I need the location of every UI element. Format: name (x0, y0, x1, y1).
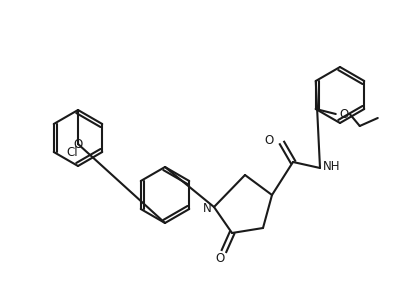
Text: O: O (339, 107, 348, 120)
Text: O: O (215, 253, 225, 265)
Text: O: O (265, 134, 274, 146)
Text: N: N (203, 201, 211, 214)
Text: Cl: Cl (66, 146, 78, 159)
Text: NH: NH (323, 159, 340, 173)
Text: O: O (73, 138, 83, 150)
